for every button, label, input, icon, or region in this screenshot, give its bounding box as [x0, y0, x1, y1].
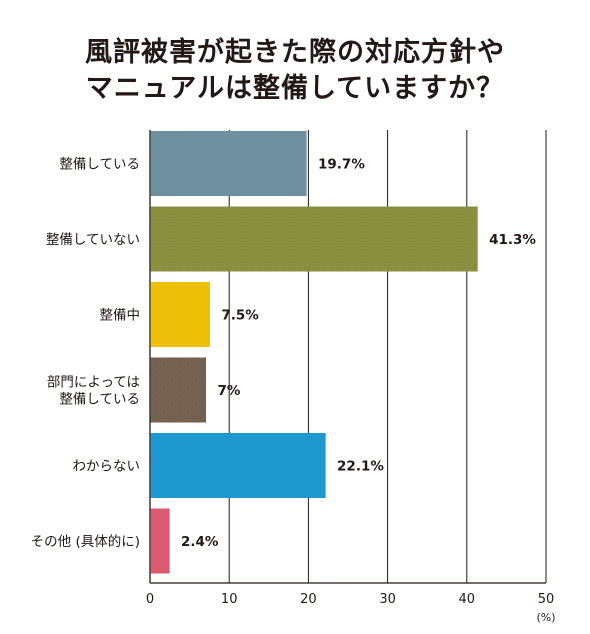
value-label-3: 7% [217, 383, 240, 399]
x-tick-label-50: 50 [538, 592, 555, 607]
bar-1 [150, 206, 478, 272]
bar-5 [150, 508, 170, 574]
value-label-5: 2.4% [181, 534, 219, 550]
value-label-1: 41.3% [489, 232, 536, 248]
value-label-0: 19.7% [318, 157, 365, 173]
bar-3 [150, 357, 207, 423]
bar-4 [150, 433, 326, 498]
bar-0 [150, 131, 307, 196]
x-tick-label-0: 0 [146, 592, 154, 607]
x-tick-label-10: 10 [221, 592, 238, 607]
x-unit-label: (%) [536, 611, 555, 624]
category-label-0: 整備している [59, 157, 140, 173]
category-label-5: その他 (具体的に) [31, 534, 140, 550]
category-label-4: わからない [73, 459, 141, 475]
value-label-4: 22.1% [337, 459, 384, 475]
chart-title-line-1: 風評被害が起きた際の対応方針や [85, 37, 505, 68]
category-label-2: 整備中 [100, 308, 141, 324]
x-tick-label-30: 30 [379, 592, 396, 607]
category-label-3-0: 部門によっては [47, 375, 140, 391]
x-tick-label-20: 20 [300, 592, 317, 607]
chart-title-line-2: マニュアルは整備していますか？ [85, 73, 505, 104]
value-label-2: 7.5% [221, 308, 259, 324]
category-label-3-1: 整備している [59, 392, 140, 408]
category-label-1: 整備していない [46, 232, 140, 248]
x-tick-label-40: 40 [459, 592, 476, 607]
bar-2 [150, 282, 210, 347]
